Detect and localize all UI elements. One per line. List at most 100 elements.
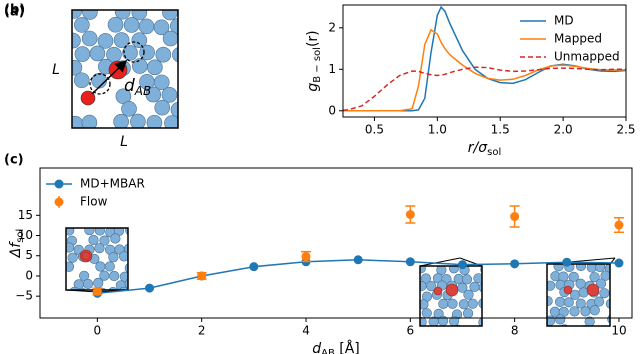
particle	[122, 45, 138, 61]
particle	[154, 99, 171, 116]
particle	[594, 264, 606, 273]
label-part: r/σ	[468, 140, 488, 156]
marker	[405, 257, 415, 267]
x-tick-label: 1.5	[491, 123, 510, 137]
inset-red	[563, 285, 573, 295]
particle	[74, 17, 90, 33]
label-sub: sol	[15, 229, 26, 243]
particle	[131, 10, 148, 21]
series-line	[97, 259, 620, 295]
inset-particles	[420, 266, 482, 337]
particle	[131, 32, 148, 49]
particle	[114, 10, 131, 20]
particle	[437, 315, 449, 326]
label-part: (r)	[305, 30, 321, 47]
particle	[448, 266, 460, 274]
schematic: (a) L L dAB	[4, 5, 194, 150]
particle	[599, 288, 610, 299]
axis-label: r/σsol	[468, 140, 501, 158]
marker	[301, 252, 311, 262]
particle	[420, 266, 426, 274]
particle	[119, 251, 128, 262]
side-label: L	[120, 134, 128, 150]
particle	[66, 228, 75, 236]
particle	[458, 299, 469, 310]
inset-red	[445, 283, 459, 297]
arrow	[91, 59, 128, 95]
particle	[422, 327, 432, 337]
particle	[140, 130, 155, 145]
label-sub: sol	[487, 147, 501, 158]
particle	[569, 306, 580, 317]
marker	[510, 259, 520, 269]
particle	[179, 89, 194, 104]
label-part: g	[305, 83, 321, 92]
particle	[123, 243, 128, 254]
particle	[575, 278, 586, 289]
particle	[95, 261, 106, 272]
marker	[614, 220, 624, 230]
particle	[146, 114, 163, 128]
legend-label: MD+MBAR	[80, 177, 145, 191]
particle	[434, 325, 439, 326]
inset	[419, 257, 483, 337]
panel-label: (c)	[4, 153, 24, 168]
particle	[161, 87, 178, 103]
label-part: Δf	[8, 241, 24, 259]
label-part: d	[312, 341, 321, 354]
label-sub: AB	[321, 348, 335, 354]
label-part: d	[124, 76, 135, 96]
particle	[90, 131, 105, 146]
particle	[99, 235, 110, 246]
particle	[108, 252, 119, 263]
dashed-circle	[123, 41, 145, 63]
particle	[74, 46, 91, 62]
particle	[421, 308, 432, 319]
marker	[510, 212, 520, 222]
particle	[81, 114, 98, 128]
particle	[478, 298, 482, 309]
particle	[121, 101, 137, 117]
particle	[124, 263, 128, 273]
inset-particles	[547, 264, 622, 326]
particle	[72, 32, 81, 49]
particle	[420, 316, 427, 326]
axes-frame	[342, 4, 627, 118]
inset-box	[419, 265, 483, 327]
particle	[130, 113, 146, 128]
particles	[72, 10, 194, 146]
particle	[155, 46, 172, 63]
inset-red	[586, 283, 600, 297]
particle	[153, 19, 170, 36]
particle	[595, 278, 607, 289]
particle	[164, 115, 178, 128]
particle	[420, 273, 432, 284]
marker	[92, 286, 102, 296]
axis-label: dAB [Å]	[312, 340, 360, 354]
particle	[584, 316, 595, 326]
particle	[119, 271, 128, 282]
particle	[612, 272, 622, 282]
particle	[589, 305, 600, 316]
distance-label: dAB	[124, 76, 151, 98]
y-tick-label: 10	[18, 228, 33, 242]
marker	[562, 257, 572, 267]
particle	[153, 74, 170, 91]
legend-swatch	[54, 179, 64, 189]
particle	[603, 325, 609, 326]
y-tick-label: 0	[25, 268, 33, 282]
particle	[467, 298, 478, 309]
particle	[461, 274, 473, 285]
x-tick-label: 4	[302, 324, 310, 338]
particle	[94, 228, 105, 236]
particle	[575, 298, 586, 309]
particle	[72, 10, 82, 19]
particle	[104, 261, 115, 272]
particle	[575, 264, 587, 272]
particle	[581, 325, 588, 326]
legend-label: Flow	[80, 195, 108, 209]
particle	[580, 306, 591, 317]
particle	[113, 32, 130, 48]
